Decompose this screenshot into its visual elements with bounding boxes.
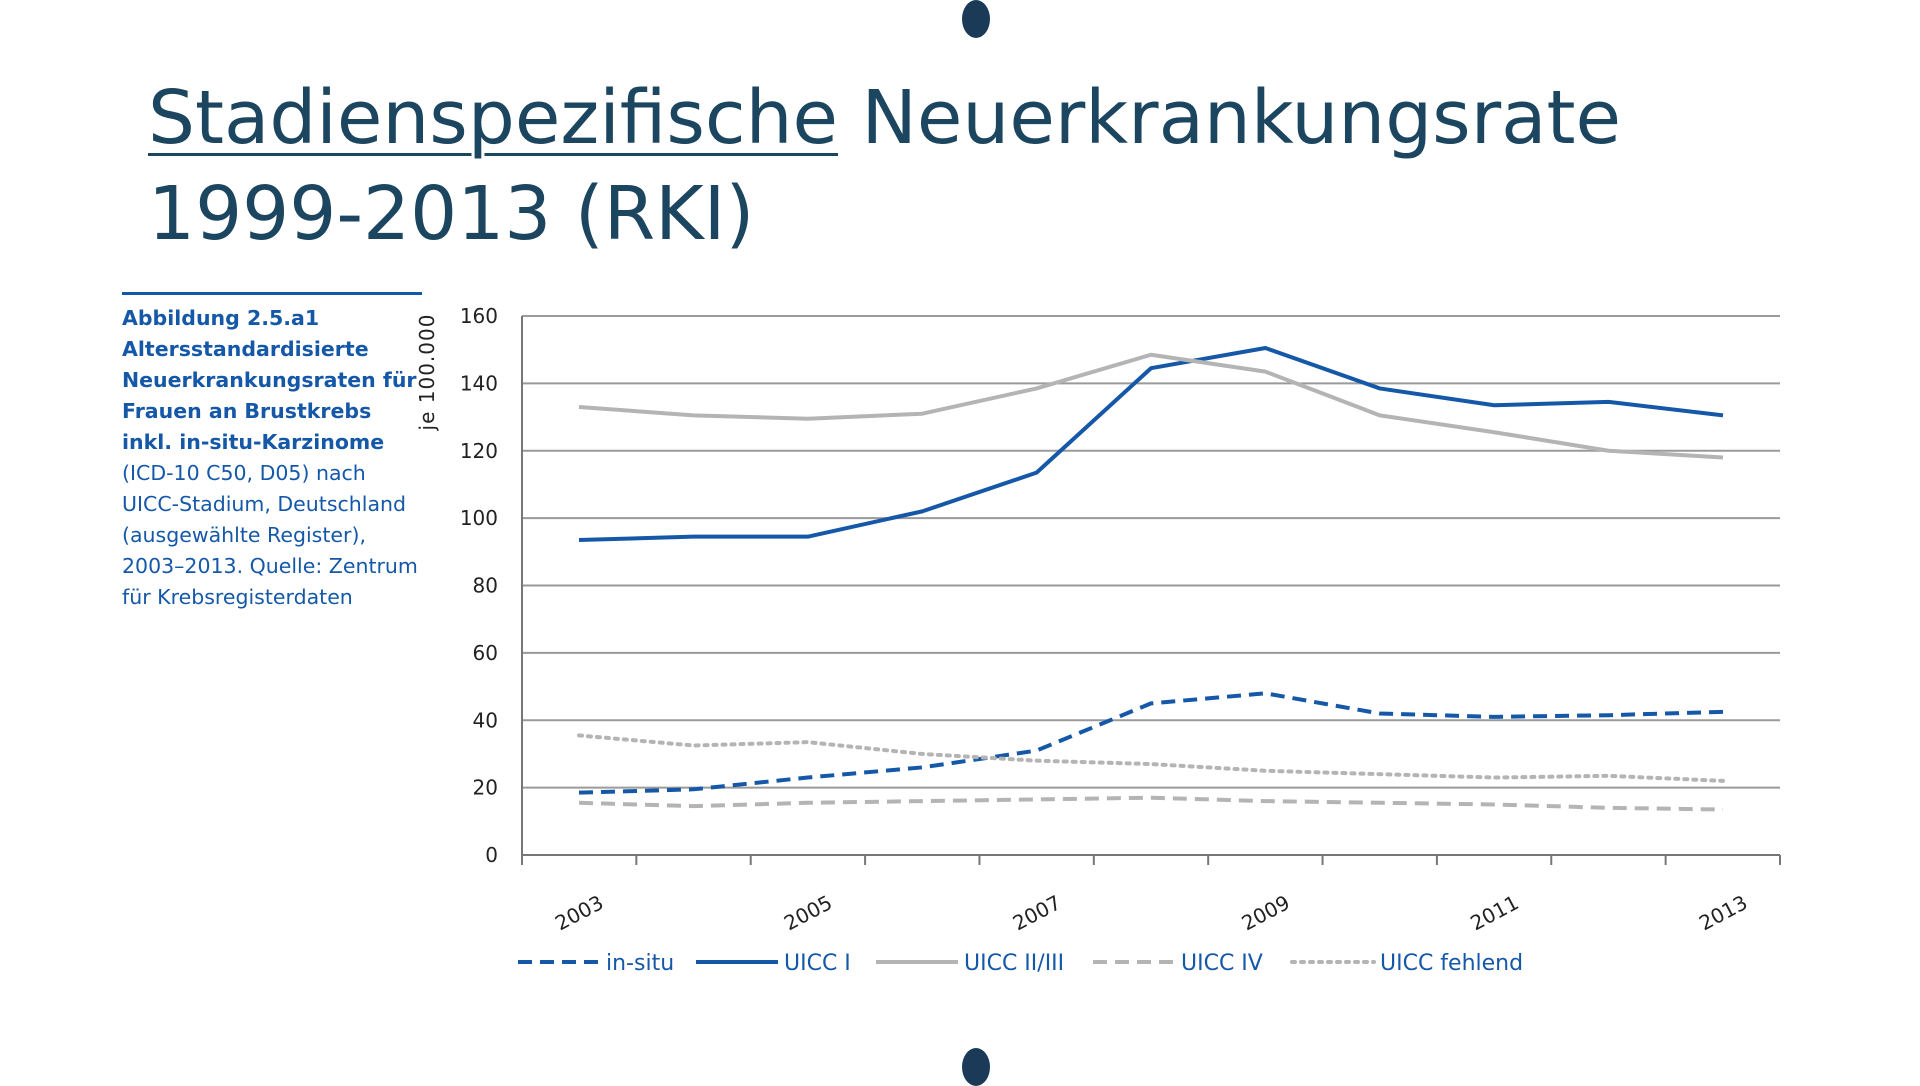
x-tick-label: 2011 xyxy=(1466,890,1522,935)
series-lines xyxy=(577,346,1725,812)
series-line-uicc-i xyxy=(578,346,1724,543)
x-tick-label: 2007 xyxy=(1009,890,1065,935)
legend-label: in-situ xyxy=(606,951,674,976)
legend-label: UICC II/III xyxy=(964,951,1064,976)
slide-title-rest: Neuerkrankungsrate xyxy=(838,75,1622,161)
slide-title: Stadienspezifische Neuerkrankungsrate 199… xyxy=(148,70,1848,262)
decorative-dot-bottom xyxy=(962,1048,990,1086)
y-tick-label: 160 xyxy=(460,304,498,328)
x-tick-label: 2009 xyxy=(1238,890,1294,935)
y-tick-label: 0 xyxy=(485,843,498,867)
gridlines xyxy=(522,315,1780,856)
y-tick-label: 140 xyxy=(460,371,498,395)
caption-bold: Abbildung 2.5.a1 Altersstandardisierte N… xyxy=(122,306,417,454)
figure-caption: Abbildung 2.5.a1 Altersstandardisierte N… xyxy=(122,292,422,613)
legend: in-situ UICC I UICC II/III UICC IV UICC fehl… xyxy=(518,951,1523,976)
decorative-dot-top xyxy=(962,0,990,38)
x-tick-label: 2003 xyxy=(551,890,607,935)
series-line-in-situ xyxy=(578,691,1724,795)
y-tick-label: 80 xyxy=(473,574,498,598)
y-tick-label: 20 xyxy=(473,776,498,800)
series-line-uicc-iv xyxy=(578,795,1724,812)
y-tick-label: 120 xyxy=(460,439,498,463)
y-axis-label: je 100.000 xyxy=(415,314,439,432)
legend-label: UICC I xyxy=(784,951,851,976)
y-tick-label: 60 xyxy=(473,641,498,665)
series-line-uicc-fehlend xyxy=(577,733,1725,783)
y-tick-label: 100 xyxy=(460,506,498,530)
axes: 0 20 40 60 80 100 120 140 160 2003 2005 2007 2009 201… xyxy=(415,304,1781,935)
y-tick-label: 40 xyxy=(473,708,498,732)
x-tick-label: 2005 xyxy=(780,890,836,935)
slide-title-underlined: Stadienspezifische xyxy=(148,75,839,161)
series-line-uicc-ii-iii xyxy=(578,352,1724,460)
x-tick-label: 2013 xyxy=(1695,890,1751,935)
caption-regular: (ICD-10 C50, D05) nach UICC-Stadium, Deu… xyxy=(122,461,418,609)
slide-title-line2: 1999-2013 (RKI) xyxy=(148,171,755,257)
legend-label: UICC fehlend xyxy=(1380,951,1523,976)
legend-label: UICC IV xyxy=(1181,951,1263,976)
